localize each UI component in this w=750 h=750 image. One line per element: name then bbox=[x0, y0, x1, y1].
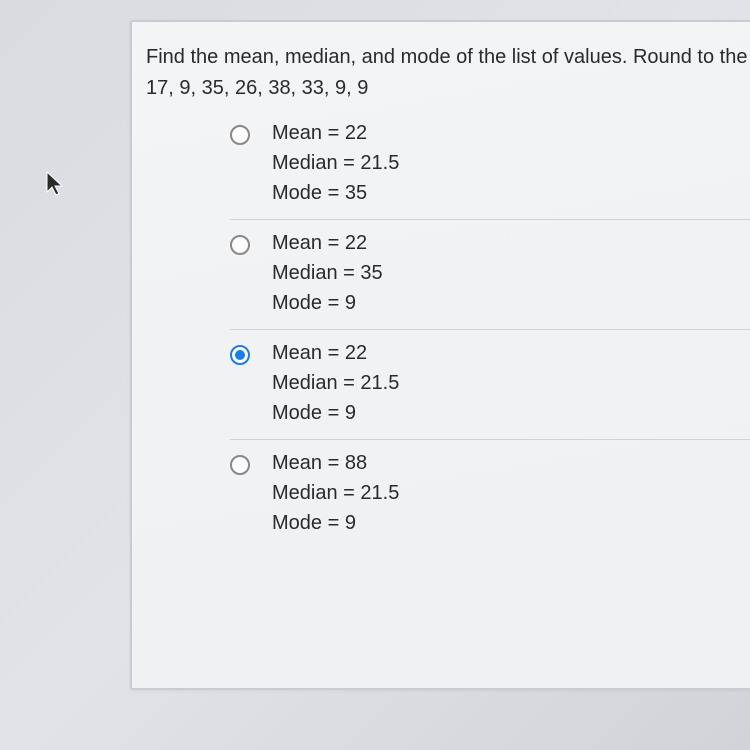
radio-inner-dot bbox=[235, 350, 245, 360]
mean-line: Mean = 22 bbox=[272, 122, 399, 145]
question-prompt: Find the mean, median, and mode of the l… bbox=[146, 42, 750, 73]
radio-button[interactable] bbox=[230, 345, 250, 365]
mean-line: Mean = 22 bbox=[272, 232, 383, 255]
mouse-cursor bbox=[45, 170, 67, 203]
mean-line: Mean = 22 bbox=[272, 342, 399, 365]
option-answers: Mean = 22 Median = 35 Mode = 9 bbox=[272, 232, 383, 315]
option-row[interactable]: Mean = 22 Median = 21.5 Mode = 9 bbox=[230, 330, 750, 440]
mode-line: Mode = 9 bbox=[272, 512, 399, 535]
radio-button[interactable] bbox=[230, 235, 250, 255]
radio-button[interactable] bbox=[230, 125, 250, 145]
option-answers: Mean = 22 Median = 21.5 Mode = 35 bbox=[272, 122, 399, 205]
option-row[interactable]: Mean = 88 Median = 21.5 Mode = 9 bbox=[230, 440, 750, 549]
mean-line: Mean = 88 bbox=[272, 452, 399, 475]
radio-button[interactable] bbox=[230, 455, 250, 475]
quiz-panel: Find the mean, median, and mode of the l… bbox=[130, 20, 750, 690]
mode-line: Mode = 9 bbox=[272, 292, 383, 315]
median-line: Median = 21.5 bbox=[272, 372, 399, 395]
option-answers: Mean = 22 Median = 21.5 Mode = 9 bbox=[272, 342, 399, 425]
mode-line: Mode = 9 bbox=[272, 402, 399, 425]
options-list: Mean = 22 Median = 21.5 Mode = 35 Mean =… bbox=[230, 110, 750, 549]
question-values: 17, 9, 35, 26, 38, 33, 9, 9 bbox=[146, 77, 750, 100]
option-row[interactable]: Mean = 22 Median = 21.5 Mode = 35 bbox=[230, 110, 750, 220]
option-row[interactable]: Mean = 22 Median = 35 Mode = 9 bbox=[230, 220, 750, 330]
median-line: Median = 21.5 bbox=[272, 482, 399, 505]
median-line: Median = 21.5 bbox=[272, 152, 399, 175]
median-line: Median = 35 bbox=[272, 262, 383, 285]
mode-line: Mode = 35 bbox=[272, 182, 399, 205]
option-answers: Mean = 88 Median = 21.5 Mode = 9 bbox=[272, 452, 399, 535]
